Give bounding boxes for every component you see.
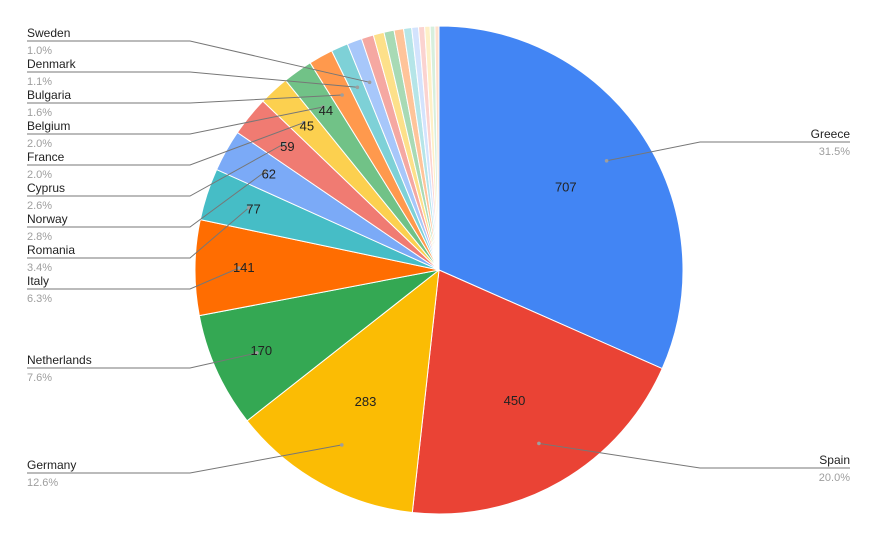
- percent-label-norway: 2.8%: [27, 231, 52, 243]
- percent-label-cyprus: 2.6%: [27, 200, 52, 212]
- percent-label-spain: 20.0%: [819, 472, 850, 484]
- name-label-france: France: [27, 150, 65, 164]
- leader-line-cyprus: [27, 143, 284, 197]
- leader-dot-sweden: [367, 80, 372, 85]
- leader-line-netherlands: [27, 352, 258, 369]
- leader-dot-norway: [262, 170, 267, 174]
- value-label-belgium: 44: [319, 103, 333, 118]
- percent-label-bulgaria: 1.6%: [27, 107, 52, 119]
- name-label-romania: Romania: [27, 243, 75, 257]
- pie-slice-netherlands[interactable]: [198, 269, 440, 422]
- percent-label-romania: 3.4%: [27, 262, 52, 274]
- leader-dot-germany: [340, 443, 344, 447]
- leader-line-belgium: [27, 106, 324, 135]
- leader-dot-spain: [537, 441, 541, 446]
- leader-line-greece: [606, 141, 850, 162]
- name-label-cyprus: Cyprus: [27, 181, 65, 195]
- value-label-germany: 283: [355, 394, 377, 409]
- name-label-belgium: Belgium: [27, 119, 70, 133]
- leader-dot-cyprus: [281, 142, 286, 146]
- percent-label-greece: 31.5%: [819, 146, 850, 158]
- name-label-italy: Italy: [27, 274, 49, 288]
- percent-label-sweden: 1.0%: [27, 45, 52, 57]
- value-label-italy: 141: [233, 260, 255, 275]
- leader-dot-bulgaria: [340, 93, 344, 97]
- leader-line-germany: [27, 444, 342, 474]
- leader-line-france: [27, 122, 304, 166]
- leader-dot-italy: [237, 266, 241, 270]
- leader-line-bulgaria: [27, 94, 343, 104]
- leader-dot-netherlands: [255, 351, 259, 355]
- pie-slice-greece[interactable]: [438, 25, 684, 370]
- leader-line-denmark: [27, 71, 358, 88]
- leader-lines: [27, 40, 850, 474]
- pie-slice-germany[interactable]: [246, 268, 440, 514]
- percent-label-germany: 12.6%: [27, 477, 58, 489]
- name-label-spain: Spain: [819, 453, 850, 467]
- name-label-bulgaria: Bulgaria: [27, 88, 71, 102]
- pie-slice-other-22[interactable]: [434, 25, 440, 271]
- value-label-france: 45: [300, 118, 314, 133]
- slice-labels: 707 Greece 31.5% 450 Spain 20.0% 283 Germany 12.…: [27, 26, 850, 489]
- percent-label-netherlands: 7.6%: [27, 372, 52, 384]
- value-label-spain: 450: [504, 393, 526, 408]
- name-label-denmark: Denmark: [27, 57, 77, 71]
- value-label-cyprus: 59: [280, 139, 294, 154]
- percent-label-italy: 6.3%: [27, 293, 52, 305]
- leader-dot-denmark: [355, 85, 360, 90]
- percent-label-denmark: 1.1%: [27, 76, 52, 88]
- value-label-netherlands: 170: [250, 343, 272, 358]
- name-label-netherlands: Netherlands: [27, 353, 92, 367]
- pie-slices: [194, 25, 684, 515]
- value-label-norway: 62: [262, 167, 276, 182]
- leader-line-sweden: [27, 40, 370, 83]
- name-label-greece: Greece: [811, 127, 851, 141]
- leader-line-italy: [27, 267, 240, 290]
- percent-label-france: 2.0%: [27, 169, 52, 181]
- value-label-greece: 707: [555, 179, 577, 194]
- leader-dot-greece: [604, 159, 609, 163]
- name-label-norway: Norway: [27, 212, 68, 226]
- leader-line-norway: [27, 171, 265, 228]
- percent-label-belgium: 2.0%: [27, 138, 52, 150]
- leader-line-romania: [27, 207, 250, 259]
- leader-dot-france: [301, 120, 306, 125]
- name-label-germany: Germany: [27, 458, 76, 472]
- leader-dot-romania: [247, 206, 251, 210]
- name-label-sweden: Sweden: [27, 26, 70, 40]
- leader-line-spain: [538, 442, 850, 469]
- value-label-romania: 77: [246, 201, 260, 216]
- leader-dot-belgium: [321, 105, 325, 109]
